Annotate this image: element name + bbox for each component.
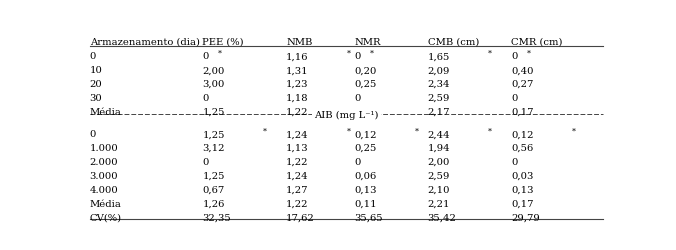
Text: Média: Média (90, 108, 122, 116)
Text: 0,20: 0,20 (354, 66, 377, 75)
Text: *: * (369, 49, 373, 57)
Text: AIB (mg L⁻¹): AIB (mg L⁻¹) (314, 110, 379, 120)
Text: 32,35: 32,35 (202, 213, 231, 222)
Text: 2,09: 2,09 (428, 66, 450, 75)
Text: 4.000: 4.000 (90, 185, 118, 194)
Text: 0,17: 0,17 (512, 108, 534, 116)
Text: 2,10: 2,10 (428, 185, 450, 194)
Text: 0,12: 0,12 (354, 130, 377, 139)
Text: 1,24: 1,24 (286, 171, 309, 180)
Text: 1,25: 1,25 (202, 130, 225, 139)
Text: 1,22: 1,22 (286, 199, 309, 208)
Text: 0: 0 (354, 158, 361, 166)
Text: 0,06: 0,06 (354, 171, 377, 180)
Text: *: * (347, 49, 351, 57)
Text: 0,11: 0,11 (354, 108, 377, 116)
Text: 0: 0 (512, 158, 518, 166)
Text: 1,65: 1,65 (428, 52, 450, 61)
Text: 0: 0 (512, 94, 518, 103)
Text: 1,22: 1,22 (286, 158, 309, 166)
Text: 0,25: 0,25 (354, 80, 377, 89)
Text: 2.000: 2.000 (90, 158, 118, 166)
Text: 0,25: 0,25 (354, 144, 377, 152)
Text: 0: 0 (202, 158, 209, 166)
Text: 0,13: 0,13 (354, 185, 377, 194)
Text: *: * (263, 127, 267, 135)
Text: *: * (218, 49, 222, 57)
Text: 0: 0 (90, 52, 96, 61)
Text: 1,26: 1,26 (202, 199, 224, 208)
Text: 1,25: 1,25 (202, 171, 225, 180)
Text: 0,11: 0,11 (354, 199, 377, 208)
Text: 20: 20 (90, 80, 103, 89)
Text: *: * (414, 127, 418, 135)
Text: *: * (527, 49, 531, 57)
Text: 17,62: 17,62 (286, 213, 315, 222)
Text: *: * (488, 49, 492, 57)
Text: 1,23: 1,23 (286, 80, 309, 89)
Text: 0,40: 0,40 (512, 66, 534, 75)
Text: 0: 0 (354, 52, 361, 61)
Text: 1.000: 1.000 (90, 144, 118, 152)
Text: 0,67: 0,67 (202, 185, 224, 194)
Text: CV(%): CV(%) (90, 213, 122, 222)
Text: *: * (488, 127, 492, 135)
Text: 1,27: 1,27 (286, 185, 309, 194)
Text: 0: 0 (90, 130, 96, 139)
Text: 1,18: 1,18 (286, 94, 309, 103)
Text: 0,03: 0,03 (512, 171, 534, 180)
Text: 30: 30 (90, 94, 103, 103)
Text: *: * (347, 127, 351, 135)
Text: 0,27: 0,27 (512, 80, 534, 89)
Text: 0,12: 0,12 (512, 130, 534, 139)
Text: 2,21: 2,21 (428, 199, 450, 208)
Text: 3,12: 3,12 (202, 144, 225, 152)
Text: 0: 0 (202, 94, 209, 103)
Text: 0,56: 0,56 (512, 144, 534, 152)
Text: Armazenamento (dia): Armazenamento (dia) (90, 38, 199, 47)
Text: 1,22: 1,22 (286, 108, 309, 116)
Text: 35,65: 35,65 (354, 213, 383, 222)
Text: 1,24: 1,24 (286, 130, 309, 139)
Text: CMR (cm): CMR (cm) (512, 38, 563, 47)
Text: 3,00: 3,00 (202, 80, 224, 89)
Text: 0: 0 (354, 94, 361, 103)
Text: NMR: NMR (354, 38, 381, 47)
Text: 1,13: 1,13 (286, 144, 309, 152)
Text: 1,94: 1,94 (428, 144, 450, 152)
Text: 2,59: 2,59 (428, 171, 450, 180)
Text: 35,42: 35,42 (428, 213, 456, 222)
Text: PEE (%): PEE (%) (202, 38, 244, 47)
Text: 1,16: 1,16 (286, 52, 309, 61)
Text: 0: 0 (512, 52, 518, 61)
Text: 29,79: 29,79 (512, 213, 540, 222)
Text: 3.000: 3.000 (90, 171, 118, 180)
Text: 2,59: 2,59 (428, 94, 450, 103)
Text: 2,34: 2,34 (428, 80, 450, 89)
Text: *: * (572, 127, 576, 135)
Text: 0,17: 0,17 (512, 199, 534, 208)
Text: 1,25: 1,25 (202, 108, 225, 116)
Text: CMB (cm): CMB (cm) (428, 38, 479, 47)
Text: 2,00: 2,00 (428, 158, 450, 166)
Text: 0,13: 0,13 (512, 185, 534, 194)
Text: 10: 10 (90, 66, 103, 75)
Text: 0: 0 (202, 52, 209, 61)
Text: Média: Média (90, 199, 122, 208)
Text: 2,00: 2,00 (202, 66, 224, 75)
Text: 2,17: 2,17 (428, 108, 450, 116)
Text: NMB: NMB (286, 38, 312, 47)
Text: 2,44: 2,44 (428, 130, 450, 139)
Text: 1,31: 1,31 (286, 66, 309, 75)
